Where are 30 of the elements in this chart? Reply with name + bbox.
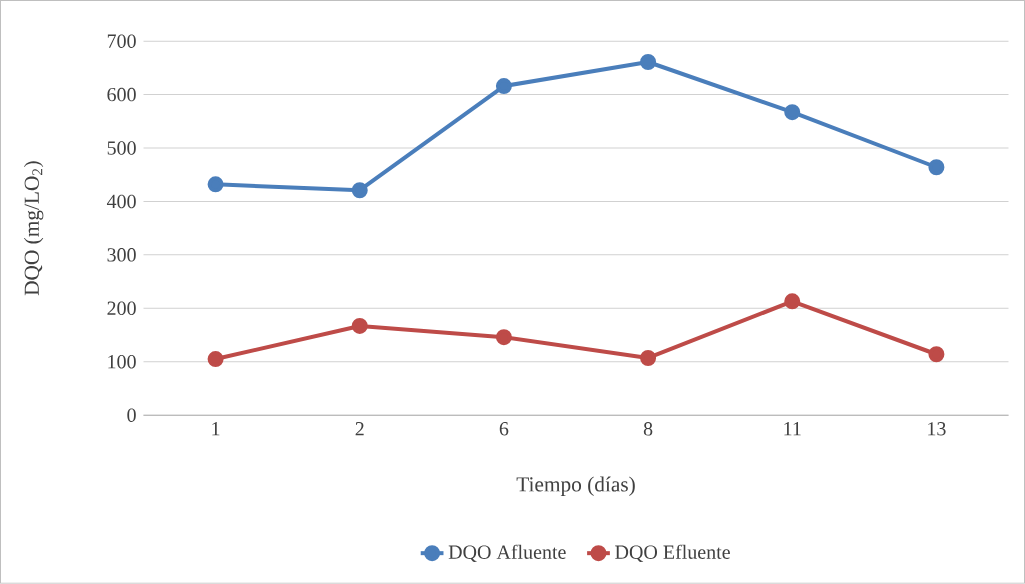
- point: [207, 351, 224, 368]
- point: [351, 182, 368, 199]
- point: [351, 318, 368, 335]
- y-tick-label: 0: [127, 408, 136, 423]
- x-axis-title: Tiempo (días): [516, 476, 635, 497]
- x-tick-label: 1: [212, 422, 220, 436]
- point: [784, 293, 801, 310]
- y-tick-label: 100: [108, 355, 136, 369]
- legend-label: DQO Afluente: [448, 544, 566, 563]
- y-tick-label: 500: [107, 141, 136, 155]
- y-axis-title: DQO (mg/LO$_{2}$): [23, 161, 44, 296]
- legend-label: DQO Efluente: [615, 544, 730, 563]
- y-tick-label: 600: [107, 88, 136, 102]
- y-tick-label: 300: [107, 248, 136, 262]
- point: [495, 78, 512, 95]
- x-tick-label: 8: [643, 422, 653, 436]
- point: [928, 346, 945, 363]
- x-tick-label: 6: [499, 422, 509, 436]
- point: [784, 104, 801, 121]
- point: [495, 329, 512, 346]
- x-tick-label: 11: [784, 422, 801, 436]
- x-tick-label: 2: [355, 422, 364, 436]
- y-tick-label: 400: [106, 194, 136, 209]
- point: [207, 176, 224, 193]
- y-tick-label: 200: [107, 301, 136, 316]
- y-tick-label: 700: [107, 34, 136, 49]
- x-tick-label: 13: [928, 422, 946, 436]
- point: [640, 350, 657, 367]
- point: [928, 159, 945, 176]
- point: [640, 54, 657, 71]
